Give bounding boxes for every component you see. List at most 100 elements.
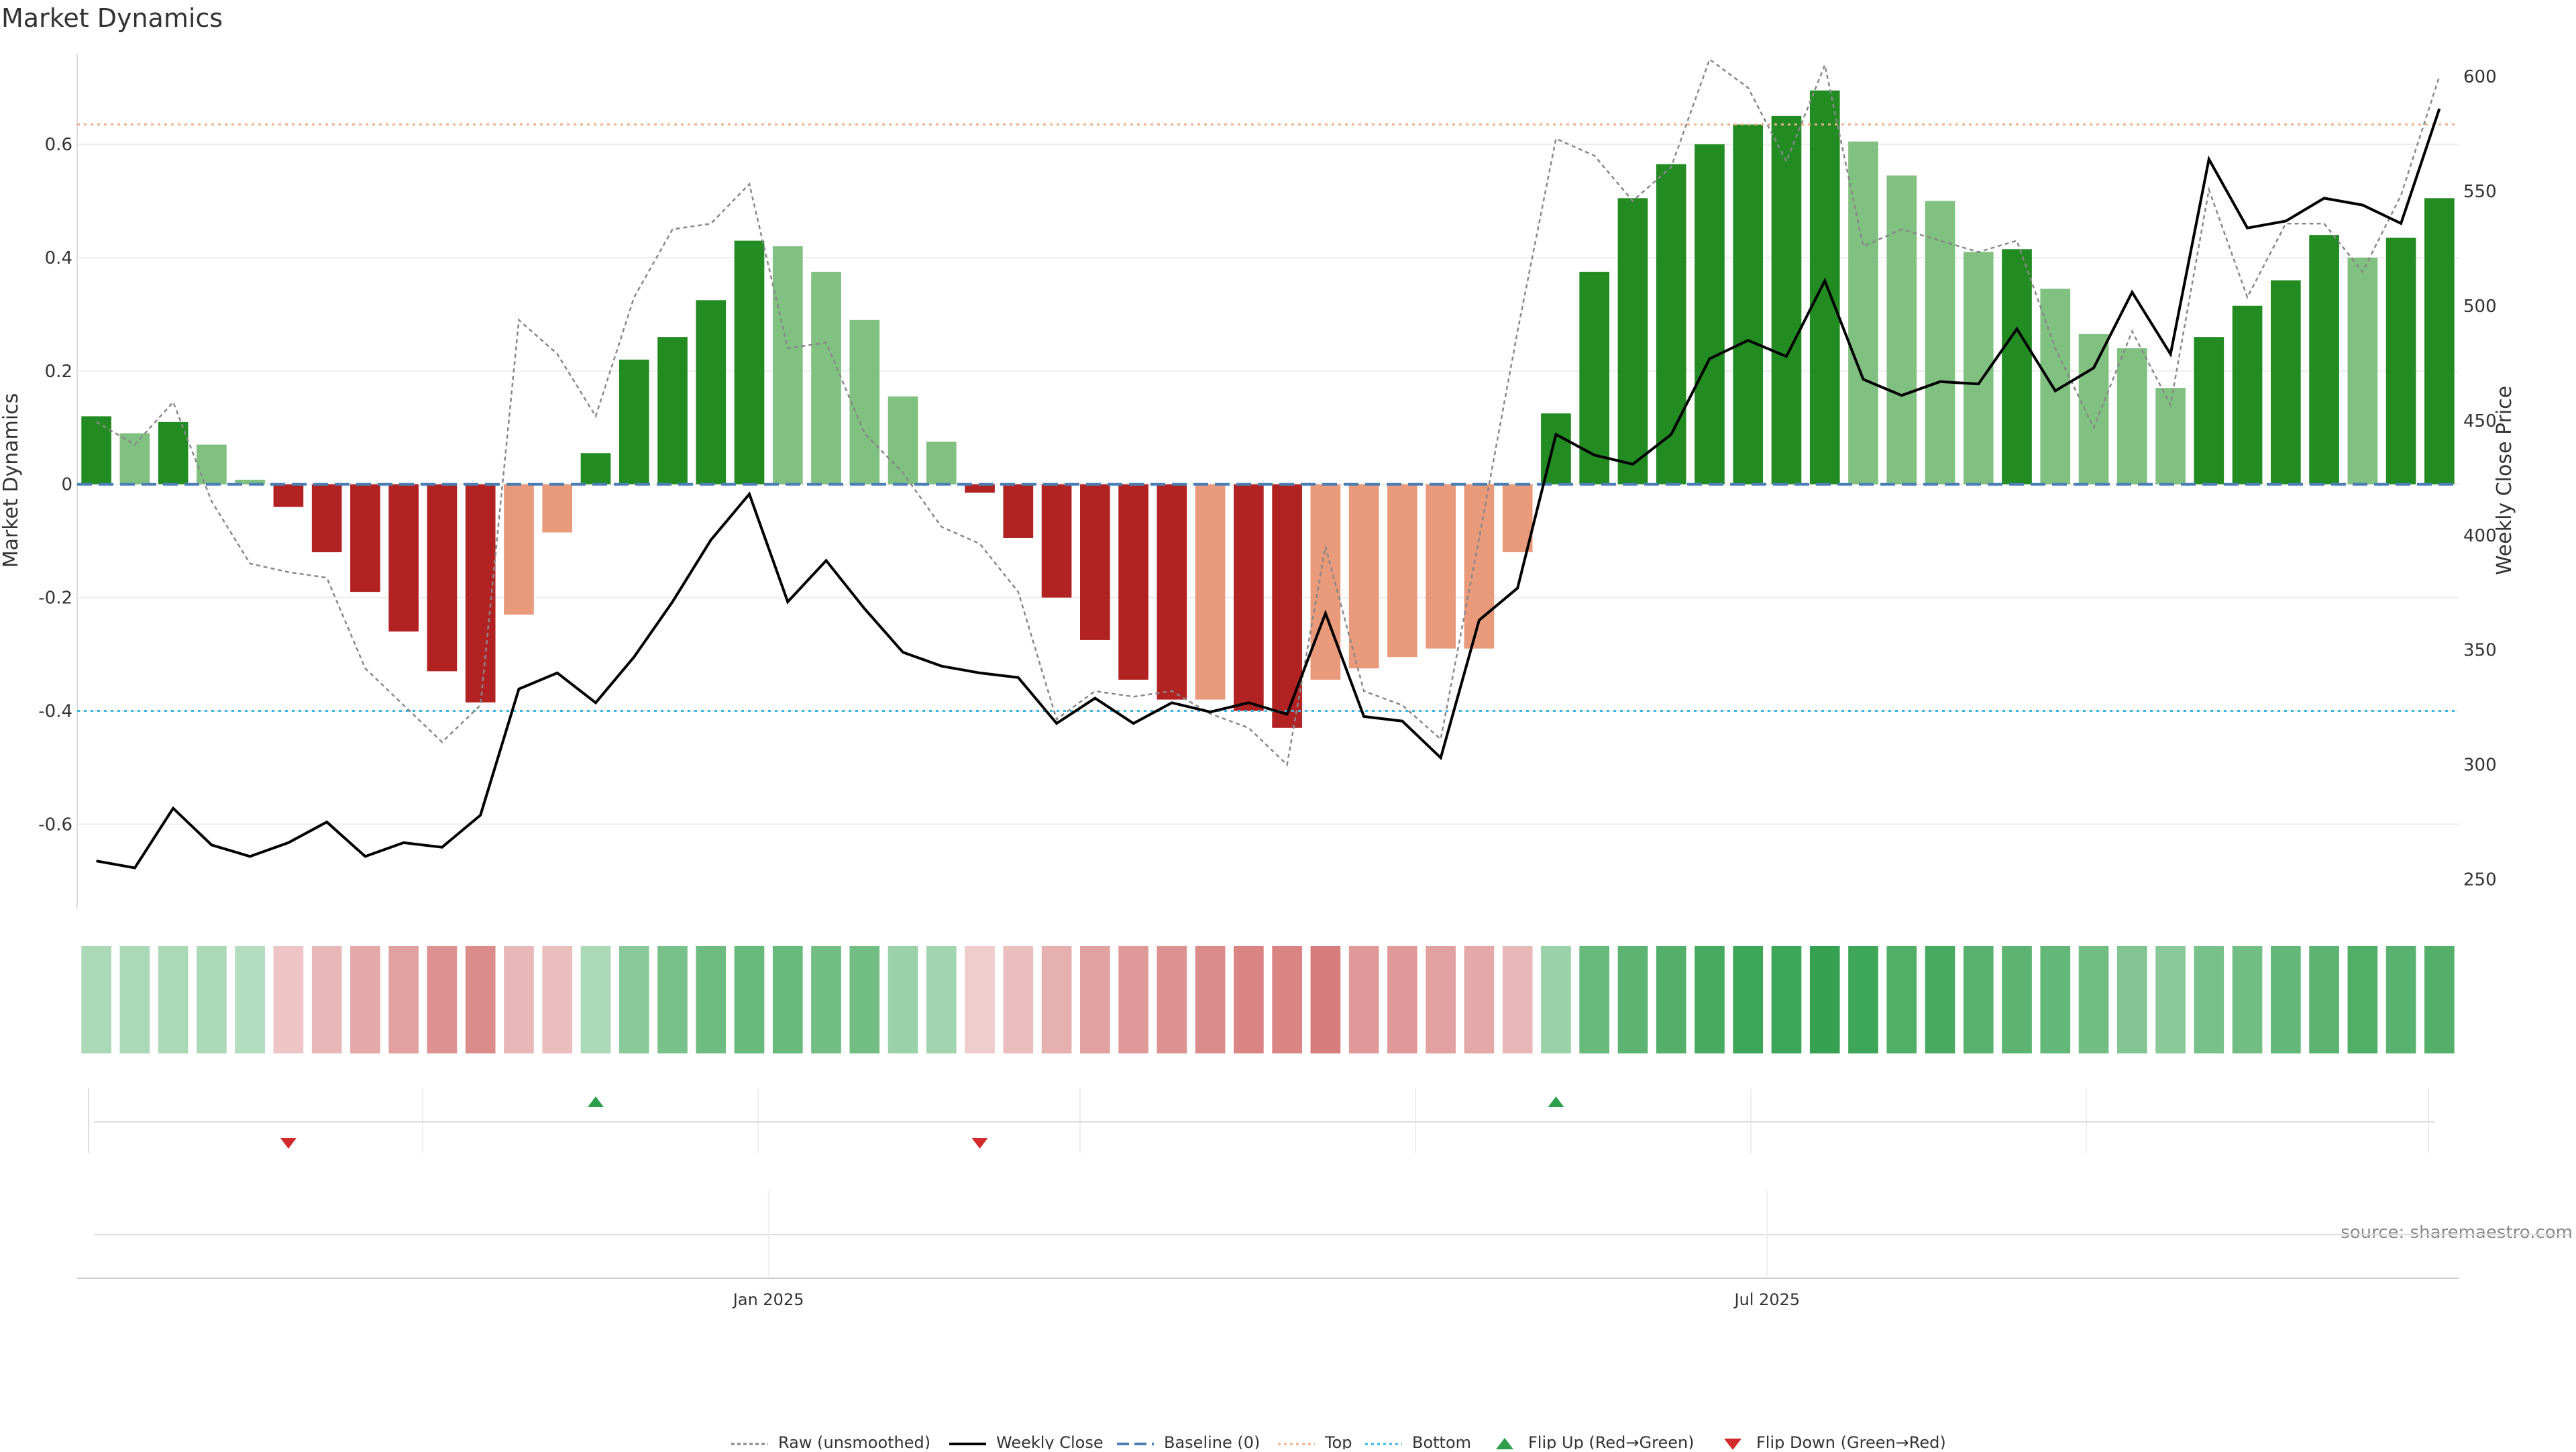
legend-label: Top xyxy=(1324,1433,1352,1449)
bar xyxy=(696,300,727,484)
weekly-close-line xyxy=(96,108,2441,870)
heatmap-cell xyxy=(2078,946,2109,1053)
heatmap-cell xyxy=(2194,946,2224,1053)
bar xyxy=(273,484,304,507)
bar xyxy=(1195,484,1226,700)
heatmap-cell xyxy=(1848,946,1878,1053)
bar xyxy=(1234,484,1264,711)
bar xyxy=(2078,333,2109,484)
bar xyxy=(465,484,496,703)
bar xyxy=(1387,484,1417,658)
heatmap-cell xyxy=(1617,946,1648,1053)
bar xyxy=(965,484,995,493)
bar xyxy=(619,359,649,484)
heatmap-cell xyxy=(119,946,150,1053)
bar xyxy=(1886,175,1917,484)
source-text: source: sharemaestro.com xyxy=(2341,1223,2573,1243)
heatmap-cell xyxy=(273,946,304,1053)
bar xyxy=(734,240,765,484)
heatmap-cell xyxy=(1272,946,1302,1053)
bar xyxy=(657,337,688,484)
bar xyxy=(1733,124,1764,484)
heatmap-cell xyxy=(965,946,995,1053)
legend-label: Bottom xyxy=(1412,1433,1471,1449)
heatmap-cell xyxy=(1963,946,1994,1053)
y2-tick-label: 400 xyxy=(2463,526,2497,546)
heatmap-cell xyxy=(197,946,227,1053)
heatmap-cell xyxy=(1157,946,1187,1053)
bar xyxy=(1310,484,1341,680)
bar xyxy=(350,484,380,592)
heatmap-cell xyxy=(2424,946,2455,1053)
heatmap-cell xyxy=(1656,946,1686,1053)
bar xyxy=(772,246,803,484)
heatmap-cell xyxy=(696,946,727,1053)
bar xyxy=(311,484,342,553)
x-axis: Jan 2025 Jul 2025 xyxy=(77,1191,2569,1309)
legend: Raw (unsmoothed) Weekly Close Baseline (0)… xyxy=(731,1433,1946,1452)
heatmap-cell xyxy=(1041,946,1072,1053)
bar xyxy=(2347,257,2378,484)
x-tick-label: Jul 2025 xyxy=(1733,1290,1801,1309)
heatmap-cell xyxy=(2385,946,2416,1053)
flip-up-marker xyxy=(587,1096,604,1107)
heatmap-cell xyxy=(1387,946,1417,1053)
bars-layer xyxy=(81,90,2455,728)
heatmap-cell xyxy=(388,946,419,1053)
heatmap-cell xyxy=(1195,946,1226,1053)
heatmap-cell xyxy=(2040,946,2071,1053)
bar xyxy=(1925,201,1955,484)
y2-tick-label: 550 xyxy=(2463,182,2497,202)
heatmap-cell xyxy=(811,946,841,1053)
heatmap-cell xyxy=(2309,946,2339,1053)
heatmap-cell xyxy=(350,946,380,1053)
heatmap-cell xyxy=(1348,946,1379,1053)
heatmap-cell xyxy=(158,946,189,1053)
heatmap-cell xyxy=(926,946,957,1053)
heatmap-cell xyxy=(1541,946,1571,1053)
flip-down-marker xyxy=(971,1138,988,1149)
raw-line xyxy=(95,58,2440,767)
y2-tick-label: 300 xyxy=(2463,756,2497,776)
bar xyxy=(1272,484,1302,728)
heatmap-cell xyxy=(1464,946,1495,1053)
y2-tick-label: 250 xyxy=(2463,870,2497,890)
bar xyxy=(580,453,611,484)
heatmap-cell xyxy=(504,946,534,1053)
y-tick-label: 0.4 xyxy=(45,248,72,268)
bar xyxy=(849,319,880,484)
bar xyxy=(1695,144,1725,484)
heatmap-cell xyxy=(2155,946,2186,1053)
heatmap-cell xyxy=(235,946,265,1053)
heatmap-cell xyxy=(2116,946,2147,1053)
flip-markers-panel xyxy=(88,1088,2435,1153)
bar xyxy=(1157,484,1187,700)
bar xyxy=(2194,337,2224,484)
heatmap-cell xyxy=(2271,946,2301,1053)
y-axis-label: Market Dynamics xyxy=(0,393,23,568)
y-tick-label: 0.6 xyxy=(45,135,72,155)
bar xyxy=(2040,289,2071,484)
heatmap-cell xyxy=(734,946,765,1053)
bar xyxy=(1041,484,1072,598)
y-tick-label: 0 xyxy=(61,475,72,495)
bar xyxy=(81,416,111,484)
y-tick-label: 0.2 xyxy=(45,362,72,382)
heatmap-cell xyxy=(1502,946,1533,1053)
bar xyxy=(158,421,189,484)
bar xyxy=(2385,238,2416,484)
bar xyxy=(1656,164,1686,484)
bar xyxy=(1771,115,1802,484)
bar xyxy=(1003,484,1034,538)
heatmap-cell xyxy=(619,946,649,1053)
heatmap-cell xyxy=(772,946,803,1053)
y2-axis-label: Weekly Close Price xyxy=(2493,386,2516,575)
legend-swatch-flip-down xyxy=(1724,1439,1741,1450)
heatmap-cell xyxy=(427,946,458,1053)
heatmap-cell xyxy=(1003,946,1034,1053)
bar xyxy=(1080,484,1110,640)
heatmap-cell xyxy=(1695,946,1725,1053)
heatmap-cell xyxy=(1771,946,1802,1053)
bar xyxy=(926,442,957,484)
